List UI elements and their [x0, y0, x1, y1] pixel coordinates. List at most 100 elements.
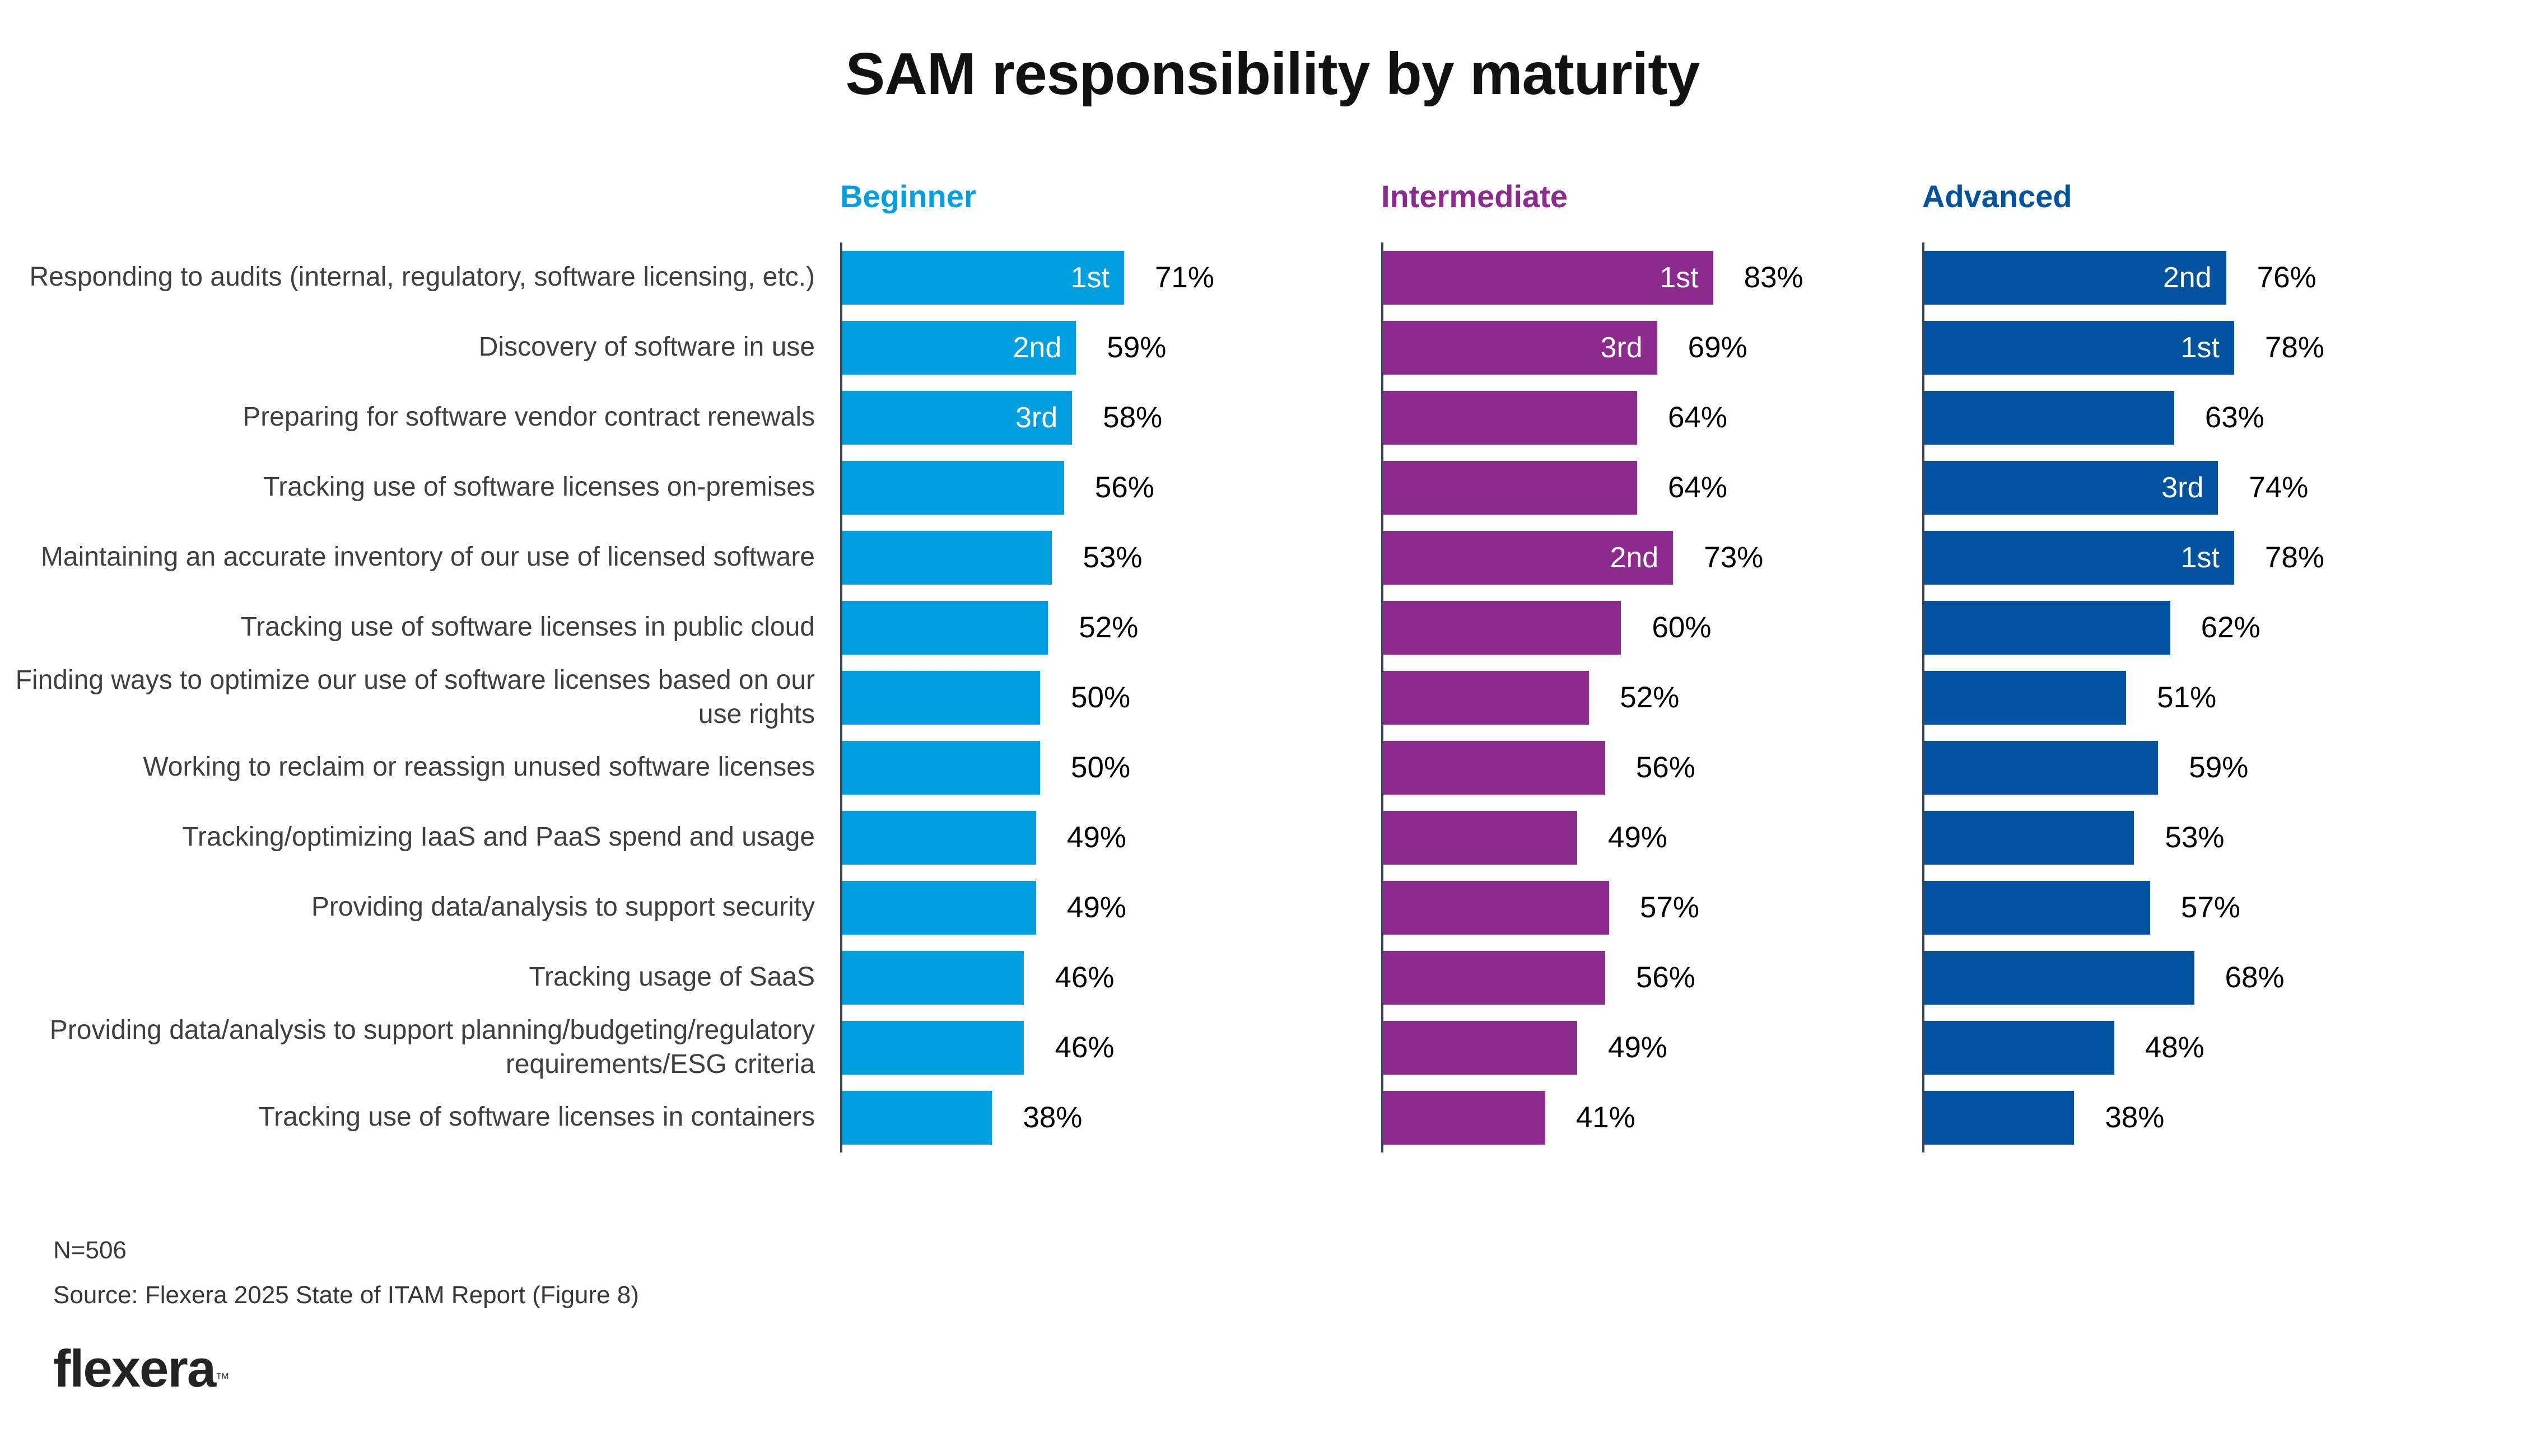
intermediate-bar-cell: 57%: [1381, 872, 1922, 942]
advanced-bar-cell: 38%: [1922, 1082, 2463, 1152]
bar-rank-badge: 2nd: [1610, 541, 1659, 574]
beginner-bar: [840, 1020, 1024, 1075]
advanced-bar: [1922, 1090, 2075, 1145]
bar-value-label: 78%: [2264, 331, 2324, 364]
bar-value-label: 53%: [2165, 821, 2225, 854]
beginner-bar: [840, 880, 1036, 935]
intermediate-bar: [1381, 740, 1605, 795]
bar-value-label: 59%: [2189, 751, 2249, 784]
bar-value-label: 59%: [1107, 331, 1167, 364]
advanced-bar: [1922, 670, 2127, 725]
table-row: Working to reclaim or reassign unused so…: [0, 732, 2545, 802]
bar-value-label: 71%: [1154, 261, 1215, 294]
intermediate-bar: [1381, 390, 1637, 445]
bar-value-label: 49%: [1607, 821, 1667, 854]
beginner-bar: 1st: [840, 250, 1124, 305]
trademark-mark: ™: [215, 1370, 230, 1387]
beginner-bar: [840, 740, 1040, 795]
bar-value-label: 56%: [1635, 961, 1695, 994]
bar-value-label: 53%: [1083, 541, 1143, 574]
bar-value-label: 46%: [1055, 961, 1115, 994]
bar-chart: Beginner Intermediate Advanced Respondin…: [0, 175, 2545, 1152]
beginner-bar-cell: 49%: [840, 802, 1381, 872]
intermediate-bar-cell: 60%: [1381, 592, 1922, 662]
beginner-bar-cell: 2nd 59%: [840, 312, 1381, 382]
bar-value-label: 73%: [1704, 541, 1764, 574]
advanced-bar-cell: 51%: [1922, 662, 2463, 732]
beginner-bar: [840, 1090, 992, 1145]
advanced-bar: [1922, 1020, 2114, 1075]
bar-value-label: 58%: [1103, 401, 1163, 434]
intermediate-bar-cell: 1st 83%: [1381, 242, 1922, 312]
row-label: Discovery of software in use: [478, 332, 815, 362]
advanced-bar-cell: 53%: [1922, 802, 2463, 872]
source-note: Source: Flexera 2025 State of ITAM Repor…: [53, 1281, 639, 1309]
column-header-advanced: Advanced: [1922, 179, 2072, 214]
table-row: Responding to audits (internal, regulato…: [0, 242, 2545, 312]
intermediate-bar: [1381, 460, 1637, 515]
beginner-bar: [840, 460, 1064, 515]
bar-value-label: 49%: [1066, 821, 1126, 854]
bar-value-label: 64%: [1667, 471, 1728, 504]
advanced-bar: [1922, 390, 2174, 445]
bar-value-label: 38%: [1023, 1101, 1083, 1134]
bar-value-label: 56%: [1635, 751, 1695, 784]
bar-value-label: 51%: [2157, 681, 2217, 714]
table-row: Discovery of software in use 2nd 59% 3rd 69%…: [0, 312, 2545, 382]
bar-value-label: 52%: [1620, 681, 1680, 714]
beginner-bar-cell: 50%: [840, 662, 1381, 732]
advanced-bar-cell: 1st 78%: [1922, 312, 2463, 382]
table-row: Tracking/optimizing IaaS and PaaS spend …: [0, 802, 2545, 872]
bar-value-label: 60%: [1652, 611, 1712, 644]
bar-rank-badge: 3rd: [2161, 471, 2204, 504]
bar-value-label: 69%: [1688, 331, 1747, 364]
row-label: Tracking/optimizing IaaS and PaaS spend …: [182, 822, 815, 852]
advanced-bar: 2nd: [1922, 250, 2226, 305]
table-row: Preparing for software vendor contract r…: [0, 382, 2545, 452]
bar-value-label: 52%: [1079, 611, 1139, 644]
intermediate-bar-cell: 2nd 73%: [1381, 522, 1922, 592]
table-row: Maintaining an accurate inventory of our…: [0, 522, 2545, 592]
intermediate-bar-cell: 56%: [1381, 942, 1922, 1012]
row-label: Preparing for software vendor contract r…: [243, 402, 815, 432]
beginner-bar: [840, 600, 1048, 655]
intermediate-bar-cell: 49%: [1381, 1012, 1922, 1082]
intermediate-bar: [1381, 1090, 1545, 1145]
bar-value-label: 83%: [1744, 261, 1803, 294]
bar-value-label: 57%: [2180, 891, 2241, 924]
advanced-bar-cell: 63%: [1922, 382, 2463, 452]
intermediate-bar: [1381, 600, 1621, 655]
intermediate-bar-cell: 3rd 69%: [1381, 312, 1922, 382]
beginner-bar: 3rd: [840, 390, 1073, 445]
beginner-bar-cell: 1st 71%: [840, 242, 1381, 312]
beginner-bar-cell: 50%: [840, 732, 1381, 802]
bar-value-label: 78%: [2264, 541, 2324, 574]
intermediate-bar: 3rd: [1381, 320, 1657, 375]
advanced-bar-cell: 62%: [1922, 592, 2463, 662]
beginner-bar-cell: 38%: [840, 1082, 1381, 1152]
column-header-intermediate: Intermediate: [1381, 179, 1568, 214]
row-label: Maintaining an accurate inventory of our…: [40, 542, 815, 572]
beginner-bar-cell: 46%: [840, 942, 1381, 1012]
bar-value-label: 63%: [2204, 401, 2264, 434]
advanced-bar: 1st: [1922, 530, 2234, 585]
bar-rank-badge: 1st: [1070, 261, 1110, 294]
table-row: Providing data/analysis to support plann…: [0, 1012, 2545, 1082]
intermediate-bar: 1st: [1381, 250, 1713, 305]
beginner-bar: [840, 530, 1052, 585]
bar-value-label: 76%: [2257, 261, 2316, 294]
advanced-bar: [1922, 600, 2170, 655]
beginner-bar-cell: 3rd 58%: [840, 382, 1381, 452]
beginner-bar-cell: 53%: [840, 522, 1381, 592]
row-label: Tracking use of software licenses in pub…: [240, 612, 815, 642]
intermediate-bar: [1381, 810, 1577, 865]
intermediate-bar-cell: 56%: [1381, 732, 1922, 802]
table-row: Tracking use of software licenses in pub…: [0, 592, 2545, 662]
advanced-bar-cell: 3rd 74%: [1922, 452, 2463, 522]
bar-rank-badge: 3rd: [1015, 401, 1058, 434]
sample-size: N=506: [53, 1236, 127, 1264]
bar-rank-badge: 1st: [2180, 331, 2220, 364]
intermediate-bar-cell: 41%: [1381, 1082, 1922, 1152]
bar-rank-badge: 2nd: [2162, 261, 2212, 294]
row-label: Tracking use of software licenses on-pre…: [263, 472, 815, 502]
